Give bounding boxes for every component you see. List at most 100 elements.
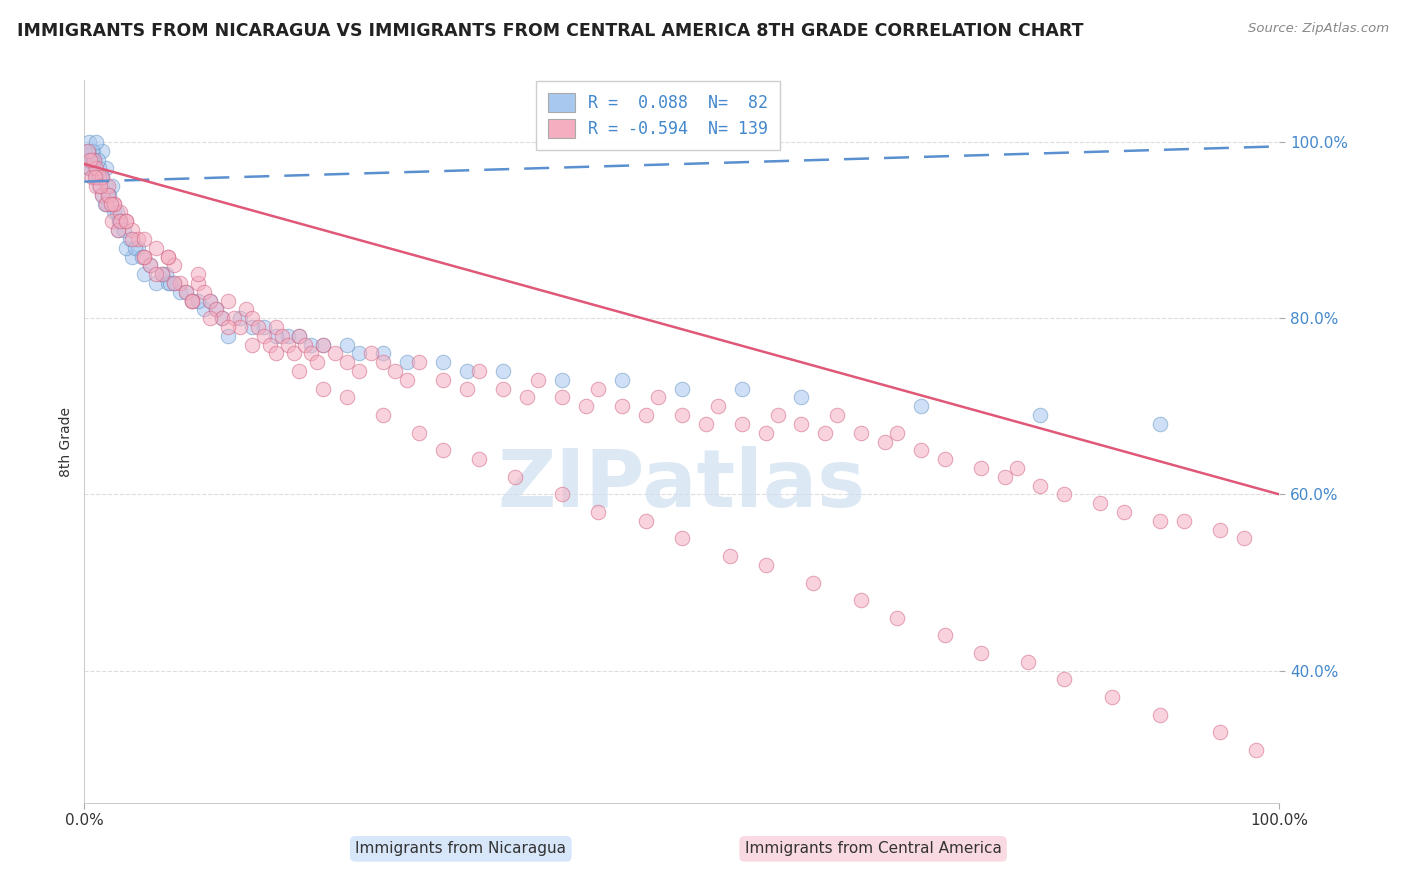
Legend: R =  0.088  N=  82, R = -0.594  N= 139: R = 0.088 N= 82, R = -0.594 N= 139 <box>536 81 780 150</box>
Point <box>121 232 143 246</box>
Point <box>456 382 478 396</box>
Text: Immigrants from Central America: Immigrants from Central America <box>745 841 1001 856</box>
Point <box>121 223 143 237</box>
Point <box>77 144 100 158</box>
Point <box>910 399 932 413</box>
Point <box>349 364 371 378</box>
Point <box>1101 690 1123 704</box>
Point <box>671 408 693 422</box>
Point <box>612 399 634 413</box>
Point <box>169 276 191 290</box>
Point <box>91 144 114 158</box>
Point <box>253 320 276 334</box>
Point <box>875 434 897 449</box>
Point <box>110 205 132 219</box>
Point <box>373 408 395 422</box>
Point <box>139 258 162 272</box>
Point <box>100 196 122 211</box>
Point <box>766 408 789 422</box>
Point <box>264 320 287 334</box>
Point <box>211 311 233 326</box>
Point <box>790 417 813 431</box>
Point <box>115 241 138 255</box>
Point <box>89 179 111 194</box>
Point <box>312 382 335 396</box>
Point <box>336 337 359 351</box>
Point <box>91 170 114 185</box>
Point <box>112 223 135 237</box>
Point <box>80 153 103 167</box>
Point <box>103 205 125 219</box>
Point <box>79 161 101 176</box>
Point <box>103 196 125 211</box>
Point <box>695 417 717 431</box>
Point <box>77 153 100 167</box>
Point <box>86 170 108 185</box>
Point <box>970 646 993 660</box>
Point <box>551 391 574 405</box>
Point <box>101 179 124 194</box>
Point <box>336 391 359 405</box>
Point <box>101 214 124 228</box>
Point <box>994 470 1017 484</box>
Point <box>755 425 778 440</box>
Point <box>181 293 204 308</box>
Text: Source: ZipAtlas.com: Source: ZipAtlas.com <box>1249 22 1389 36</box>
Point <box>886 425 908 440</box>
Point <box>211 311 233 326</box>
Point <box>312 337 335 351</box>
Point <box>131 250 153 264</box>
Point <box>91 187 114 202</box>
Point <box>755 558 778 572</box>
Point <box>83 153 105 167</box>
Point <box>110 214 132 228</box>
Point <box>86 135 108 149</box>
Point <box>636 514 658 528</box>
Point <box>79 153 101 167</box>
Point <box>360 346 382 360</box>
Point <box>132 232 156 246</box>
Point <box>105 205 128 219</box>
Point <box>1053 673 1076 687</box>
Point <box>97 179 120 194</box>
Point <box>240 320 263 334</box>
Point <box>851 593 873 607</box>
Point <box>671 382 693 396</box>
Point <box>1244 743 1267 757</box>
Point <box>94 196 117 211</box>
Point <box>163 276 186 290</box>
Point <box>396 355 419 369</box>
Point <box>193 285 215 299</box>
Point <box>527 373 550 387</box>
Point <box>198 293 221 308</box>
Point <box>181 293 204 308</box>
Point <box>198 293 221 308</box>
Point <box>174 285 197 299</box>
Point <box>91 187 114 202</box>
Point <box>336 355 359 369</box>
Point <box>187 276 209 290</box>
Point <box>1149 514 1171 528</box>
Text: IMMIGRANTS FROM NICARAGUA VS IMMIGRANTS FROM CENTRAL AMERICA 8TH GRADE CORRELATI: IMMIGRANTS FROM NICARAGUA VS IMMIGRANTS … <box>17 22 1084 40</box>
Point <box>127 241 149 255</box>
Point <box>163 258 186 272</box>
Text: Immigrants from Nicaragua: Immigrants from Nicaragua <box>356 841 567 856</box>
Point <box>139 258 162 272</box>
Point <box>86 161 108 176</box>
Point <box>86 179 108 194</box>
Point <box>288 364 311 378</box>
Point <box>118 232 141 246</box>
Point <box>1029 408 1052 422</box>
Point <box>910 443 932 458</box>
Point <box>277 328 299 343</box>
Point <box>90 170 112 185</box>
Point <box>718 549 741 563</box>
Point <box>408 355 430 369</box>
Point <box>277 337 299 351</box>
Point <box>132 250 156 264</box>
Point <box>121 250 143 264</box>
Point <box>87 179 110 194</box>
Point <box>217 293 239 308</box>
Point <box>492 382 515 396</box>
Point <box>551 373 574 387</box>
